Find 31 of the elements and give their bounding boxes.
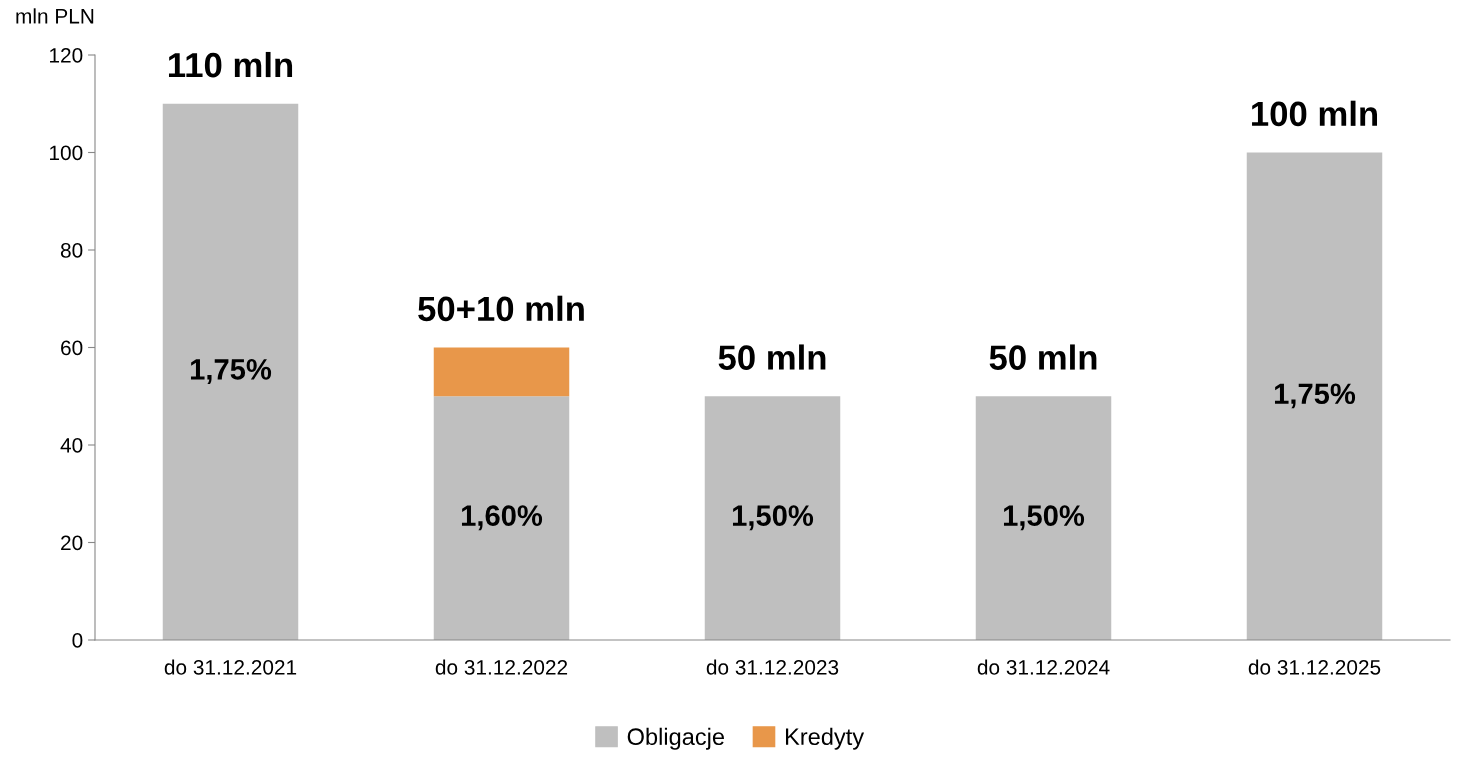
bar — [162, 103, 299, 640]
annotation: 1,50% — [732, 505, 814, 531]
bar — [975, 396, 1112, 640]
bar — [1246, 152, 1383, 640]
y-tick-label: 100 — [50, 145, 83, 161]
total-label: 110 mln — [168, 51, 293, 78]
bar — [433, 396, 570, 640]
x-tick-label: do 31.12.2021 — [164, 659, 297, 675]
x-tick-label: do 31.12.2022 — [435, 659, 568, 675]
annotation: 1,75% — [190, 359, 272, 384]
bar — [704, 396, 841, 640]
y-tick-label: 120 — [50, 48, 83, 63]
x-tick-label: do 31.12.2024 — [977, 659, 1110, 675]
total-label: 50 mln — [989, 344, 1097, 370]
total-label: 50 mln — [718, 344, 826, 370]
y-tick-label: 20 — [61, 535, 83, 551]
y-tick-label: 60 — [61, 340, 83, 356]
y-tick-label: 40 — [60, 438, 83, 453]
y-axis-title: mln PLN — [16, 8, 94, 24]
legend-label: Kredyty — [785, 727, 865, 750]
y-tick-label: 80 — [60, 243, 83, 258]
legend-label: Obligacje — [627, 727, 724, 750]
annotation: 1,50% — [1003, 505, 1085, 531]
x-tick-label: do 31.12.2023 — [706, 659, 839, 675]
annotation: 1,75% — [1274, 383, 1356, 409]
x-tick-label: do 31.12.2025 — [1248, 659, 1381, 675]
y-tick-label: 0 — [72, 633, 83, 648]
bar — [433, 347, 570, 397]
annotation: 1,60% — [461, 505, 543, 531]
total-label: 50+10 mln — [418, 295, 584, 322]
total-label: 100 mln — [1252, 100, 1378, 127]
